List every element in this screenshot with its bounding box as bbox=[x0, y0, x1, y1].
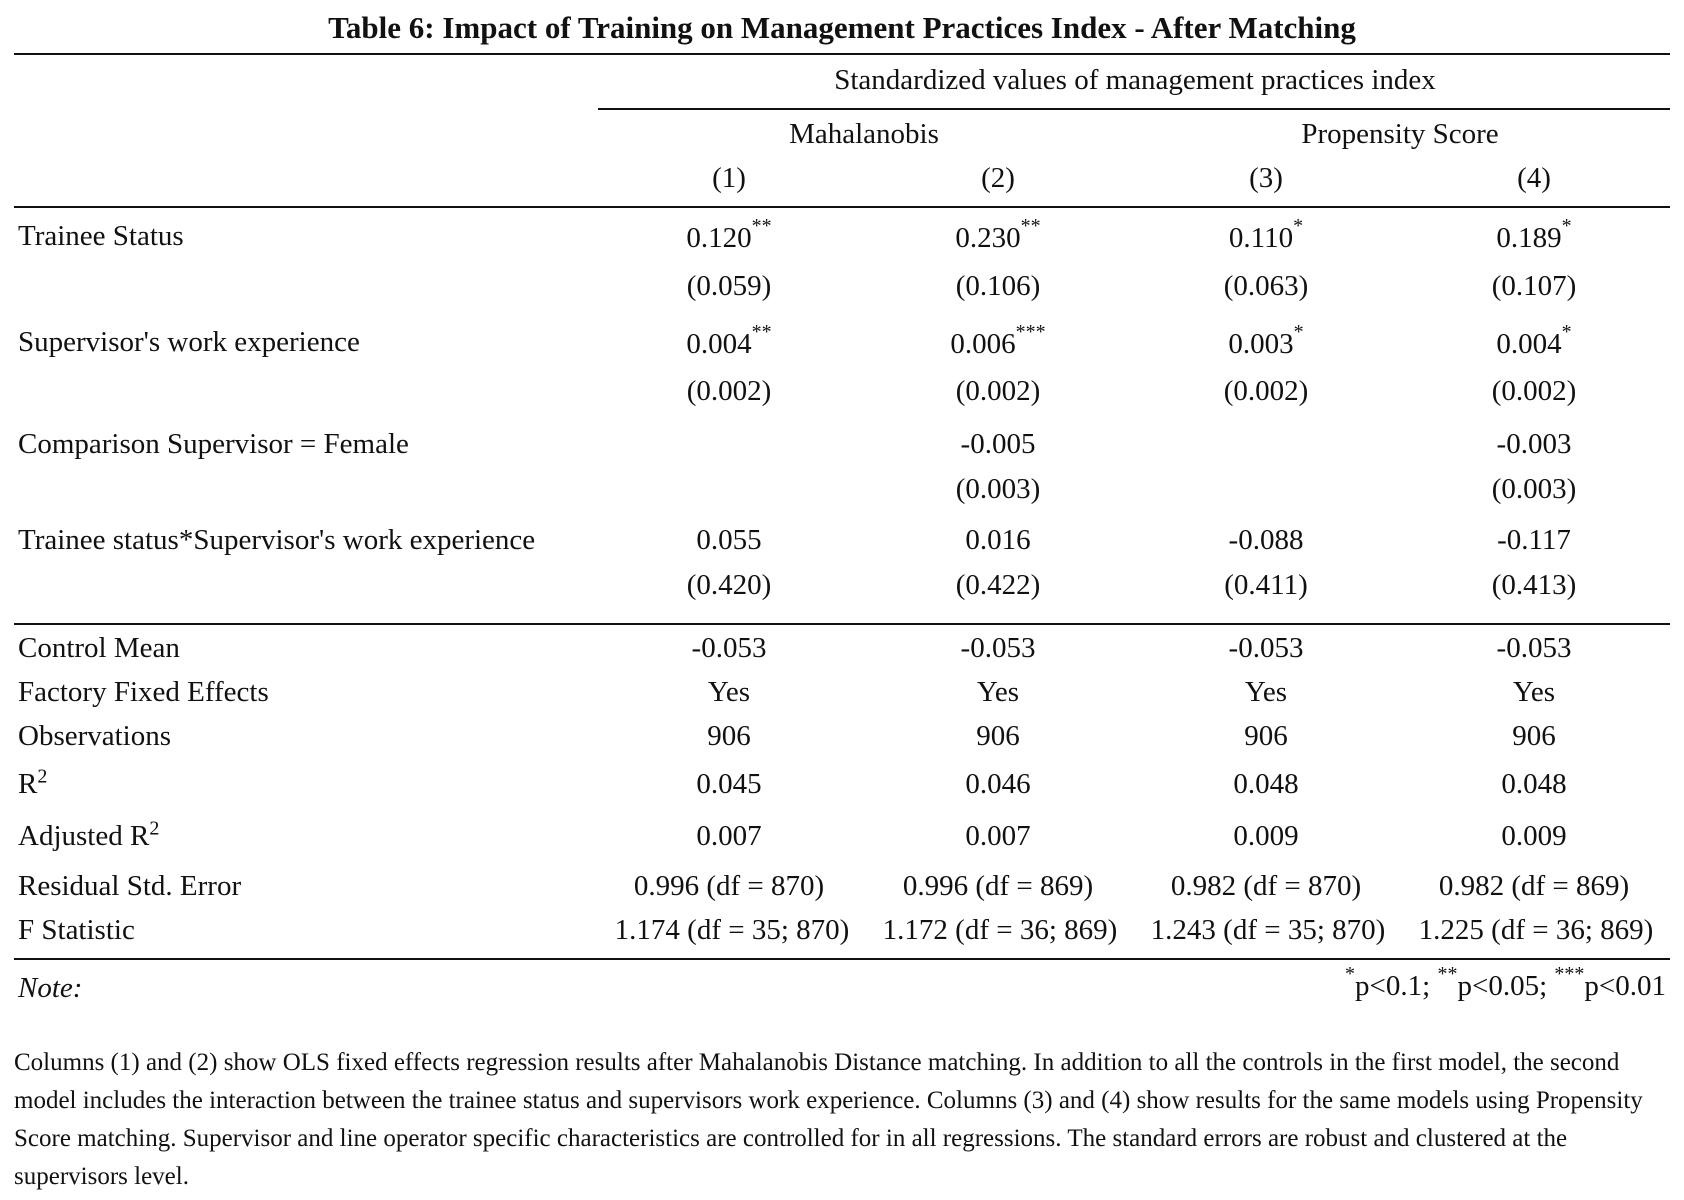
standard-error-cell: (0.413) bbox=[1491, 569, 1577, 601]
coefficient-cell: 0.055 bbox=[696, 524, 762, 556]
significance-stars: * bbox=[1561, 321, 1572, 344]
table-footnote: Columns (1) and (2) show OLS fixed effec… bbox=[14, 1049, 1643, 1190]
bottom-rule bbox=[14, 958, 1670, 960]
coefficient-cell: 0.003* bbox=[1228, 321, 1304, 360]
stat-cell: 1.174 (df = 35; 870) bbox=[614, 914, 850, 946]
stat-cell: 1.172 (df = 36; 869) bbox=[882, 914, 1118, 946]
top-rule bbox=[14, 53, 1670, 55]
stat-cell: 0.996 (df = 869) bbox=[902, 870, 1094, 902]
dependent-variable-rule bbox=[598, 108, 1670, 110]
stat-cell: -0.053 bbox=[1228, 632, 1304, 664]
group-header-mahalanobis: Mahalanobis bbox=[789, 118, 939, 150]
standard-error-cell: (0.420) bbox=[686, 569, 772, 601]
significance-stars: ** bbox=[1437, 963, 1458, 986]
stat-cell: Yes bbox=[1512, 676, 1556, 708]
standard-error-cell: (0.106) bbox=[955, 270, 1041, 302]
stat-cell: -0.053 bbox=[960, 632, 1036, 664]
statistics-rule bbox=[14, 623, 1670, 625]
stat-cell: 0.046 bbox=[965, 768, 1031, 800]
standard-error-cell: (0.002) bbox=[1491, 375, 1577, 407]
coefficient-cell: 0.004** bbox=[686, 321, 772, 360]
header-rule bbox=[14, 206, 1670, 208]
standard-error-cell: (0.107) bbox=[1491, 270, 1577, 302]
stat-cell: 1.225 (df = 36; 869) bbox=[1418, 914, 1654, 946]
row-label: Trainee status*Supervisor's work experie… bbox=[18, 524, 536, 556]
stat-label: Observations bbox=[18, 720, 172, 752]
stat-cell: -0.053 bbox=[1496, 632, 1572, 664]
stat-cell: 0.982 (df = 869) bbox=[1438, 870, 1630, 902]
standard-error-cell: (0.002) bbox=[1223, 375, 1309, 407]
standard-error-cell: (0.003) bbox=[1491, 473, 1577, 505]
significance-stars: * bbox=[1561, 215, 1572, 238]
significance-stars: ** bbox=[1020, 215, 1041, 238]
significance-stars: * bbox=[1293, 215, 1304, 238]
stat-label: Control Mean bbox=[18, 632, 180, 664]
stat-label: Adjusted R2 bbox=[18, 817, 160, 852]
stat-cell: 906 bbox=[976, 720, 1020, 752]
superscript: 2 bbox=[37, 765, 48, 788]
stat-cell: 0.009 bbox=[1501, 820, 1567, 852]
coefficient-cell: 0.006*** bbox=[950, 321, 1046, 360]
column-number: (2) bbox=[981, 162, 1015, 194]
stat-label: R2 bbox=[18, 765, 48, 800]
column-number: (4) bbox=[1517, 162, 1551, 194]
row-label: Comparison Supervisor = Female bbox=[18, 428, 409, 460]
table-title: Table 6: Impact of Training on Managemen… bbox=[328, 10, 1356, 45]
coefficient-cell: 0.004* bbox=[1496, 321, 1572, 360]
coefficient-cell: -0.003 bbox=[1496, 428, 1572, 460]
significance-stars: *** bbox=[1015, 321, 1046, 344]
significance-stars: * bbox=[1345, 963, 1356, 986]
standard-error-cell: (0.422) bbox=[955, 569, 1041, 601]
coefficient-cell: -0.005 bbox=[960, 428, 1036, 460]
stat-cell: 0.009 bbox=[1233, 820, 1299, 852]
stat-cell: -0.053 bbox=[691, 632, 767, 664]
standard-error-cell: (0.063) bbox=[1223, 270, 1309, 302]
stat-cell: 0.007 bbox=[965, 820, 1031, 852]
stat-cell: 906 bbox=[707, 720, 751, 752]
significance-stars: ** bbox=[751, 215, 772, 238]
standard-error-cell: (0.002) bbox=[955, 375, 1041, 407]
stat-cell: 906 bbox=[1244, 720, 1288, 752]
coefficient-cell: 0.110* bbox=[1228, 215, 1304, 254]
standard-error-cell: (0.003) bbox=[955, 473, 1041, 505]
standard-error-cell: (0.059) bbox=[686, 270, 772, 302]
stat-label: Factory Fixed Effects bbox=[18, 676, 269, 708]
stat-cell: 0.048 bbox=[1501, 768, 1567, 800]
significance-stars: * bbox=[1293, 321, 1304, 344]
note-label: Note: bbox=[18, 972, 83, 1004]
row-label: Trainee Status bbox=[18, 220, 184, 252]
significance-stars: *** bbox=[1554, 963, 1585, 986]
standard-error-cell: (0.411) bbox=[1224, 569, 1308, 601]
stat-cell: 0.982 (df = 870) bbox=[1170, 870, 1362, 902]
stat-cell: 0.045 bbox=[696, 768, 762, 800]
coefficient-cell: 0.189* bbox=[1496, 215, 1572, 254]
standard-error-cell: (0.002) bbox=[686, 375, 772, 407]
stat-cell: 0.996 (df = 870) bbox=[633, 870, 825, 902]
column-number: (1) bbox=[712, 162, 746, 194]
coefficient-cell: 0.120** bbox=[686, 215, 772, 254]
coefficient-cell: -0.117 bbox=[1497, 524, 1571, 556]
stat-label: F Statistic bbox=[18, 914, 135, 946]
significance-legend: *p<0.1; **p<0.05; ***p<0.01 bbox=[1345, 963, 1666, 1002]
group-header-propensity-score: Propensity Score bbox=[1301, 118, 1499, 150]
coefficient-cell: 0.230** bbox=[955, 215, 1041, 254]
significance-stars: ** bbox=[751, 321, 772, 344]
stat-cell: 1.243 (df = 35; 870) bbox=[1150, 914, 1386, 946]
stat-cell: Yes bbox=[976, 676, 1020, 708]
stat-label: Residual Std. Error bbox=[18, 870, 242, 902]
stat-cell: Yes bbox=[1244, 676, 1288, 708]
row-label: Supervisor's work experience bbox=[18, 326, 360, 358]
superscript: 2 bbox=[149, 817, 160, 840]
coefficient-cell: 0.016 bbox=[965, 524, 1031, 556]
stat-cell: 0.007 bbox=[696, 820, 762, 852]
stat-cell: 0.048 bbox=[1233, 768, 1299, 800]
column-number: (3) bbox=[1249, 162, 1283, 194]
dependent-variable-header: Standardized values of management practi… bbox=[834, 64, 1436, 96]
coefficient-cell: -0.088 bbox=[1228, 524, 1304, 556]
stat-cell: Yes bbox=[707, 676, 751, 708]
stat-cell: 906 bbox=[1512, 720, 1556, 752]
